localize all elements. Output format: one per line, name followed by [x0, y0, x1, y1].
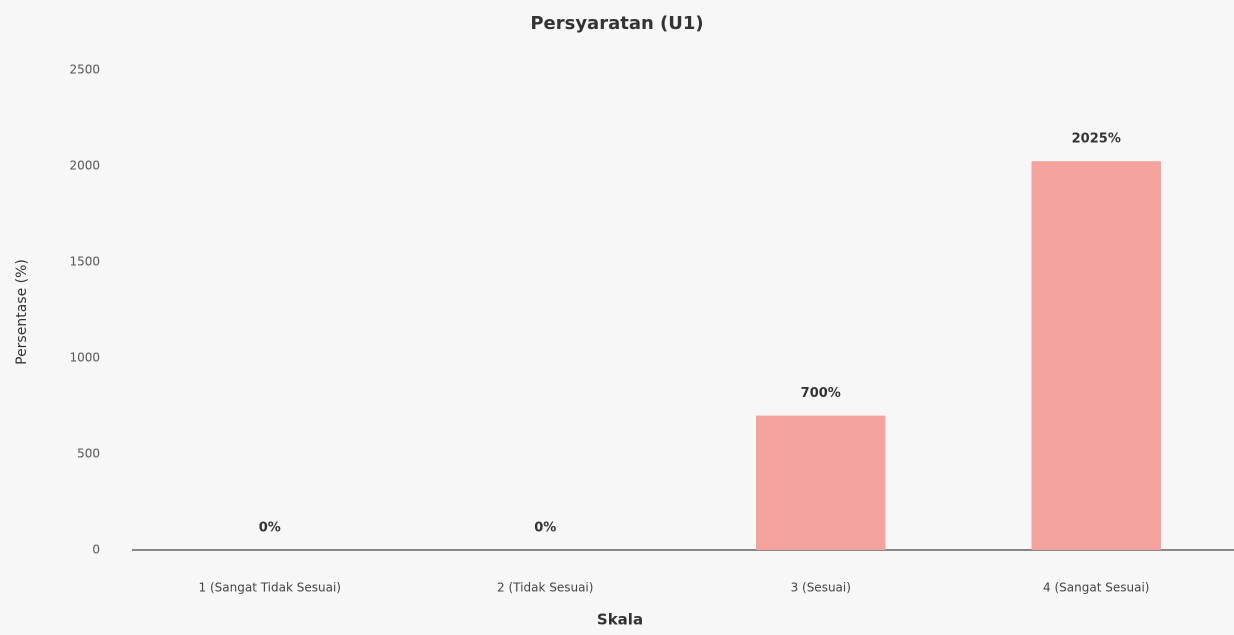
x-tick-label: 2 (Tidak Sesuai) [497, 581, 593, 595]
bar [1031, 161, 1161, 550]
x-tick-label: 1 (Sangat Tidak Sesuai) [199, 581, 341, 595]
y-axis-label: Persentase (%) [14, 259, 30, 365]
data-label: 0% [259, 521, 281, 536]
y-tick-label: 1000 [69, 351, 100, 365]
data-label: 700% [801, 386, 841, 401]
x-axis-label: Skala [597, 611, 643, 629]
y-tick-label: 1500 [69, 255, 100, 269]
y-tick-label: 2500 [69, 63, 100, 77]
y-tick-label: 0 [92, 543, 100, 557]
x-tick-label: 3 (Sesuai) [791, 581, 851, 595]
y-tick-label: 500 [77, 447, 100, 461]
data-label: 2025% [1072, 132, 1121, 147]
y-tick-label: 2000 [69, 159, 100, 173]
x-tick-label: 4 (Sangat Sesuai) [1043, 581, 1149, 595]
chart-title: Persyaratan (U1) [530, 13, 703, 34]
bar [756, 415, 886, 550]
data-label: 0% [534, 521, 556, 536]
